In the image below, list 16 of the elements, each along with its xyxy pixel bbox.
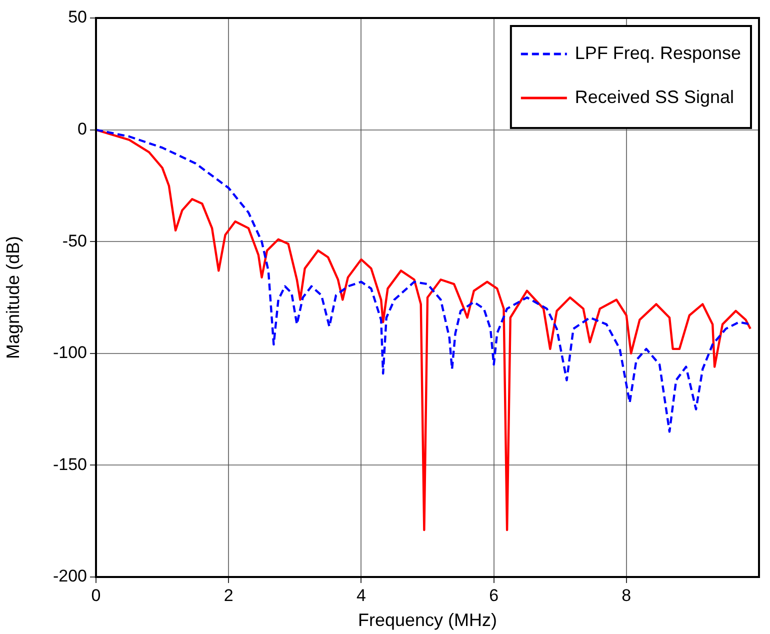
y-axis-title: Magnitude (dB) (2, 236, 23, 360)
line-series (96, 128, 752, 433)
x-tick-label: 8 (622, 586, 632, 605)
legend-label: LPF Freq. Response (574, 42, 741, 63)
y-tick-label: 0 (78, 119, 87, 138)
y-tick-label: -100 (52, 343, 87, 362)
legend-label: Received SS Signal (574, 86, 734, 107)
y-tick-label: 50 (68, 8, 87, 27)
y-tick-label: -200 (52, 566, 87, 586)
x-tick-label: 0 (91, 586, 101, 605)
x-axis-title: Frequency (MHz) (358, 610, 498, 630)
x-tick-label: 2 (224, 586, 234, 605)
x-tick-label: 6 (489, 586, 499, 605)
y-tick-label: -50 (62, 231, 87, 250)
x-tick-label: 4 (356, 586, 366, 605)
y-tick-label: -150 (52, 454, 87, 474)
